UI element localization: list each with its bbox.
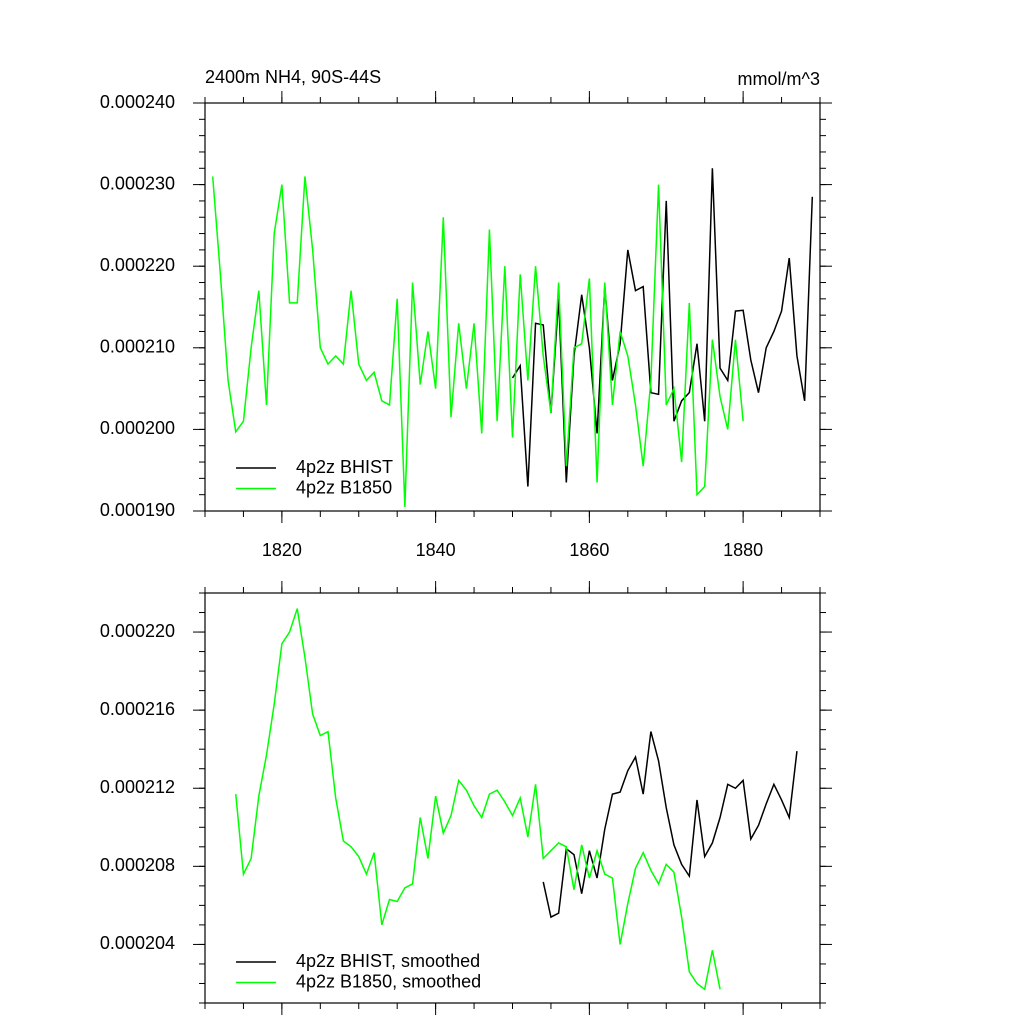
y-tick-label: 0.000200	[100, 418, 175, 438]
legend-label: 4p2z BHIST, smoothed	[296, 951, 480, 971]
y-tick-label: 0.000204	[100, 933, 175, 953]
legend-label: 4p2z B1850, smoothed	[296, 971, 481, 991]
legend-label: 4p2z BHIST	[296, 457, 393, 477]
y-tick-label: 0.000240	[100, 92, 175, 112]
units-label: mmol/m^3	[738, 69, 820, 89]
series-line	[235, 608, 721, 991]
y-tick-label: 0.000220	[100, 621, 175, 641]
series-line	[511, 168, 814, 487]
chart-title: 2400m NH4, 90S-44S	[205, 67, 381, 87]
legend-label: 4p2z B1850	[296, 477, 392, 497]
y-tick-label: 0.000230	[100, 173, 175, 193]
series-line	[211, 176, 744, 507]
y-tick-label: 0.000216	[100, 699, 175, 719]
plot-frame	[204, 102, 821, 512]
y-tick-label: 0.000210	[100, 337, 175, 357]
y-tick-label: 0.000220	[100, 255, 175, 275]
plot-frame	[204, 592, 821, 1004]
x-tick-label: 1820	[262, 540, 302, 560]
x-tick-label: 1840	[416, 540, 456, 560]
x-tick-label: 1860	[569, 540, 609, 560]
y-tick-label: 0.000190	[100, 500, 175, 520]
x-tick-label: 1880	[723, 540, 763, 560]
y-tick-label: 0.000208	[100, 855, 175, 875]
series-line	[542, 731, 798, 919]
y-tick-label: 0.000212	[100, 777, 175, 797]
